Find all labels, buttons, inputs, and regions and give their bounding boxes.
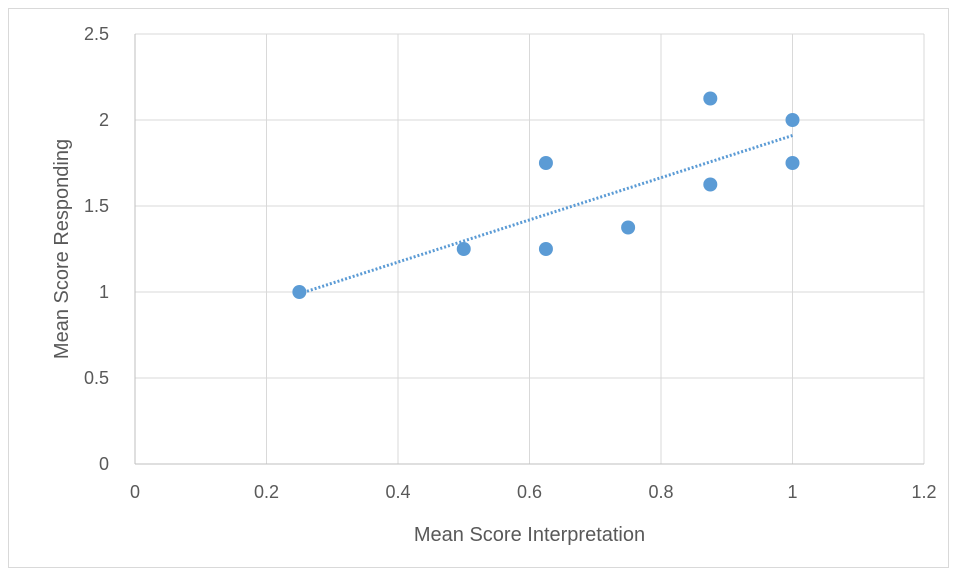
data-point [703, 91, 718, 106]
data-point [621, 220, 636, 235]
axes [134, 34, 924, 465]
data-point [456, 242, 471, 256]
tick-labels: 0 0.2 0.4 0.6 0.8 1 1.2 0 0.5 1 1.5 2 2.5 [84, 24, 937, 502]
x-tick-label: 1.2 [911, 482, 936, 502]
x-tick-label: 1 [787, 482, 797, 502]
x-tick-label: 0.6 [517, 482, 542, 502]
data-point [703, 177, 718, 192]
x-tick-label: 0 [130, 482, 140, 502]
data-points [292, 91, 800, 299]
scatter-chart: 0 0.2 0.4 0.6 0.8 1 1.2 0 0.5 1 1.5 2 2.5 Mean Score… [51, 24, 937, 546]
y-tick-label: 1 [99, 282, 109, 302]
y-tick-label: 1.5 [84, 196, 109, 216]
y-tick-label: 2 [99, 110, 109, 130]
y-tick-label: 0.5 [84, 368, 109, 388]
y-axis-title: Mean Score Responding [51, 139, 73, 359]
data-point [292, 285, 307, 299]
y-tick-label: 2.5 [84, 24, 109, 44]
data-point [785, 113, 800, 127]
x-tick-label: 0.4 [385, 482, 410, 502]
data-point [538, 242, 553, 256]
x-tick-label: 0.8 [648, 482, 673, 502]
data-point [785, 156, 800, 170]
data-point [538, 156, 553, 170]
x-axis-title: Mean Score Interpretation [414, 524, 645, 546]
chart-container: 0 0.2 0.4 0.6 0.8 1 1.2 0 0.5 1 1.5 2 2.5 Mean Score… [8, 8, 949, 568]
gridlines [135, 33, 925, 464]
y-tick-label: 0 [99, 454, 109, 474]
x-tick-label: 0.2 [254, 482, 279, 502]
